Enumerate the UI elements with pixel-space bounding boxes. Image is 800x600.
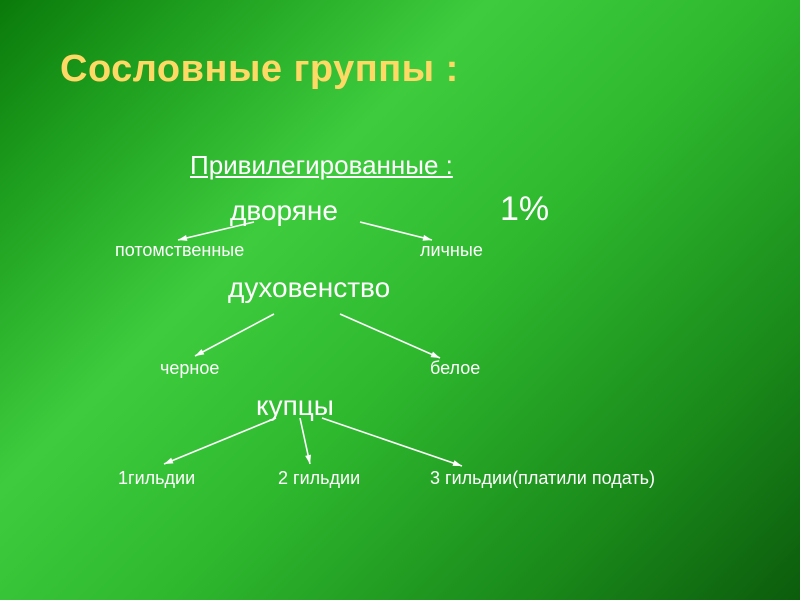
merchants-guild-3: 3 гильдии(платили подать) — [430, 468, 655, 489]
privileged-header: Привилегированные : — [190, 150, 453, 181]
slide-title: Сословные группы : — [60, 48, 459, 91]
clergy-label: духовенство — [228, 272, 390, 304]
clergy-child-black: черное — [160, 358, 219, 379]
nobles-child-hereditary: потомственные — [115, 240, 244, 261]
nobles-percent: 1% — [500, 190, 549, 229]
merchants-guild-1: 1гильдии — [118, 468, 195, 489]
clergy-child-white: белое — [430, 358, 480, 379]
nobles-child-personal: личные — [420, 240, 483, 261]
merchants-label: купцы — [256, 390, 334, 422]
merchants-guild-2: 2 гильдии — [278, 468, 360, 489]
nobles-label: дворяне — [230, 195, 338, 227]
